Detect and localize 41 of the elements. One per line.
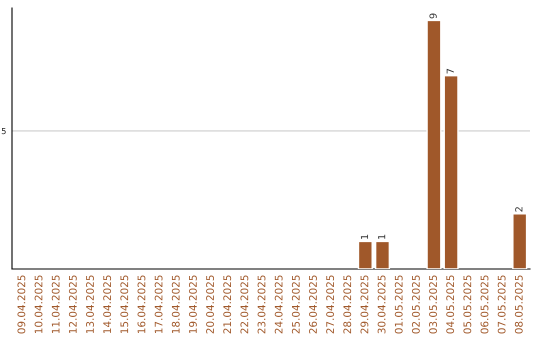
bar [358,240,373,269]
bar [444,74,459,269]
x-tick-label: 15.04.2025 [120,275,128,334]
x-tick-label: 26.04.2025 [309,275,317,334]
data-label: 1 [378,234,386,239]
y-tick-label: 5 [2,128,6,134]
x-tick-label: 05.05.2025 [463,275,472,334]
x-tick-label: 17.04.2025 [154,275,163,334]
data-label: 9 [429,14,437,18]
x-tick-label: 10.04.2025 [34,275,42,334]
x-tick-label: 22.04.2025 [240,275,248,334]
x-tick-label: 25.04.2025 [292,275,300,334]
x-tick-label: 19.04.2025 [188,275,197,334]
x-tick-label: 13.04.2025 [86,275,94,334]
x-tick-label: 14.04.2025 [103,275,112,334]
x-tick-label: 21.04.2025 [223,275,232,334]
x-tick-label: 30.04.2025 [378,275,386,334]
x-tick-label: 12.04.2025 [68,275,77,334]
data-label: 7 [446,68,454,74]
x-tick-label: 02.05.2025 [412,275,420,334]
x-tick-label: 03.05.2025 [429,275,437,334]
x-tick-label: 27.04.2025 [326,275,334,334]
data-label: 2 [515,207,522,212]
x-tick-label: 01.05.2025 [394,275,403,334]
bar [374,240,390,269]
x-tick-label: 04.05.2025 [446,275,454,334]
x-tick-label: 06.05.2025 [480,275,488,334]
x-tick-label: 20.04.2025 [206,275,214,334]
x-tick-label: 23.04.2025 [258,275,266,334]
x-tick-label: 07.05.2025 [498,275,506,334]
x-tick-label: 18.04.2025 [172,275,180,334]
data-label: 1 [360,234,368,239]
x-tick-label: 09.04.2025 [17,275,26,334]
x-tick-label: 29.04.2025 [360,275,368,334]
bar [426,20,442,269]
x-tick-label: 08.05.2025 [514,275,523,334]
bar [512,213,528,269]
x-tick-label: 16.04.2025 [138,275,146,334]
x-tick-label: 11.04.2025 [52,275,60,334]
x-tick-label: 28.04.2025 [343,275,352,334]
x-tick-label: 24.04.2025 [274,275,283,334]
